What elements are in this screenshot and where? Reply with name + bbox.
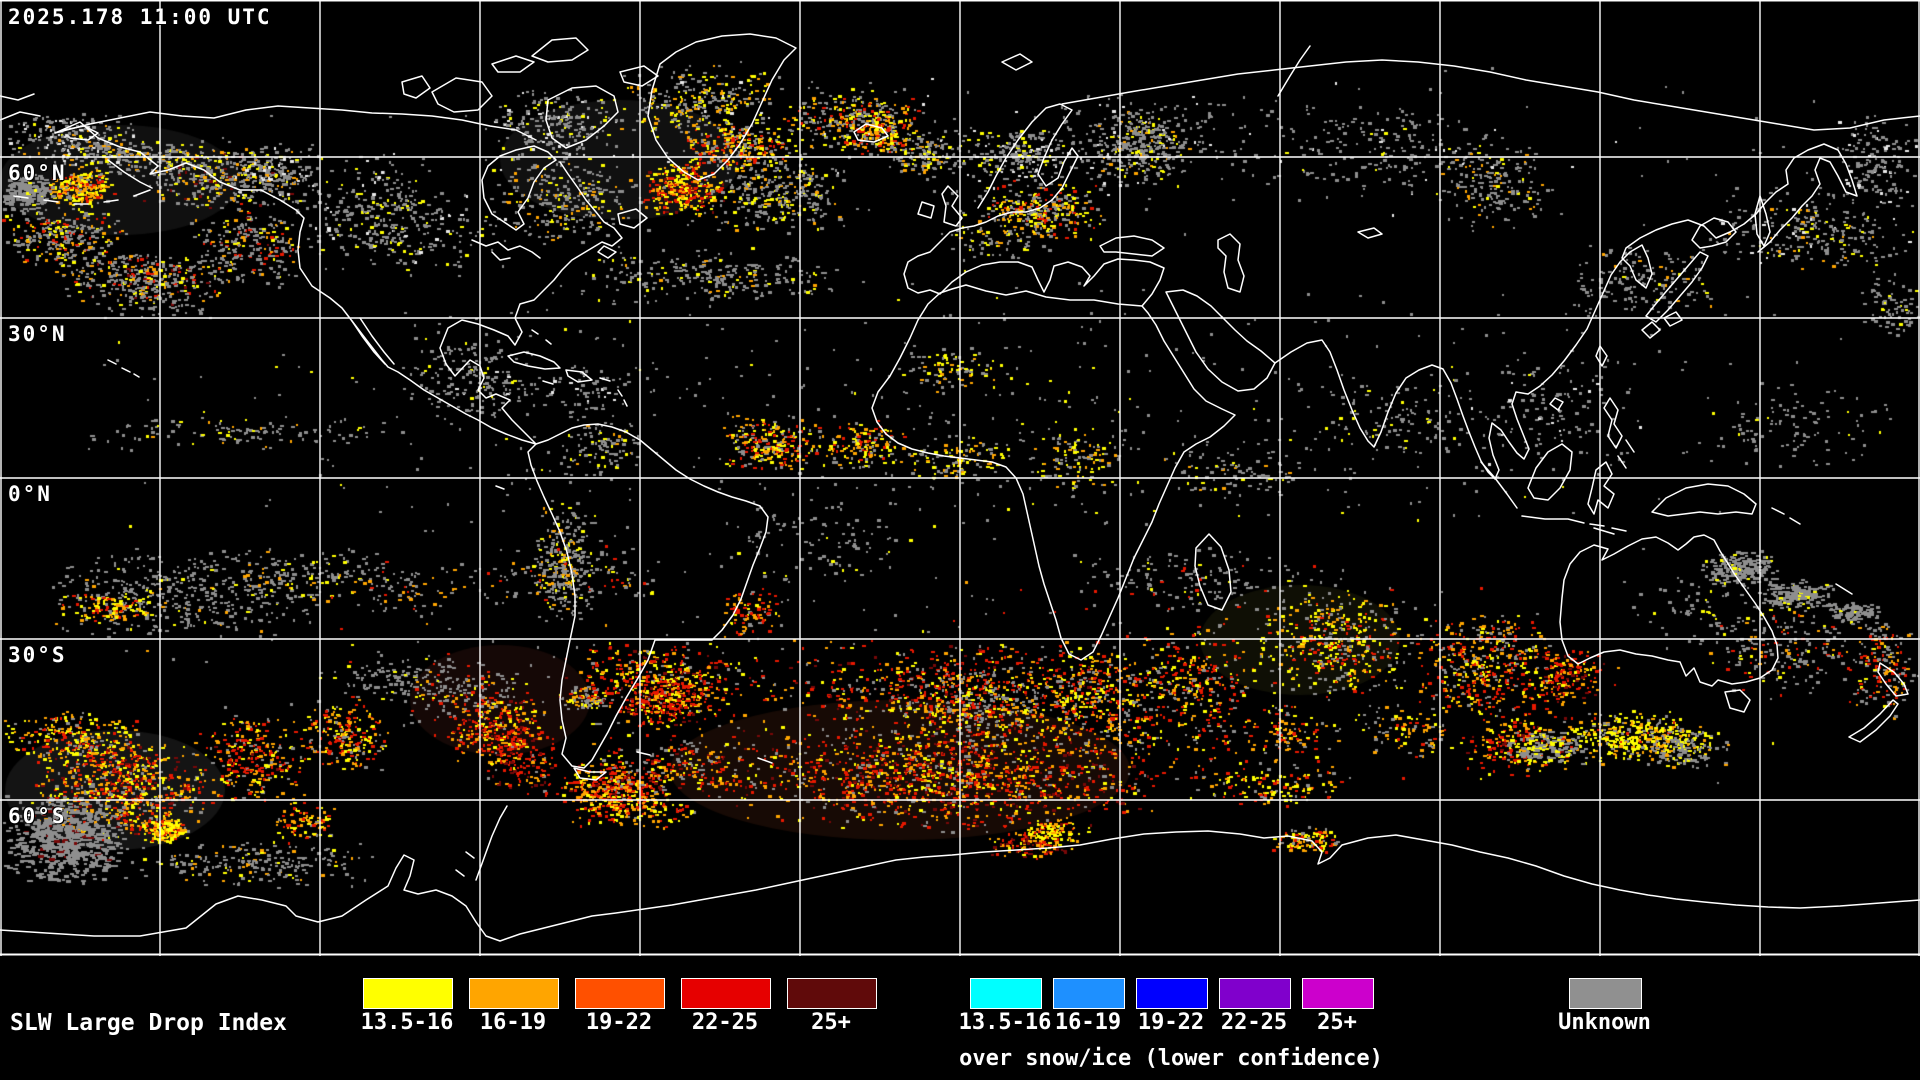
- iceland: [853, 123, 889, 143]
- legend-swatch: [1136, 978, 1208, 1009]
- coast-arabia: [1165, 289, 1276, 392]
- coast-south-asia: [1274, 339, 1530, 480]
- taiwan-hainan-philippines: [1549, 345, 1635, 469]
- latitude-label: 30°N: [8, 322, 67, 346]
- legend-swatch: [787, 978, 877, 1009]
- latitude-label: 60°N: [8, 161, 67, 185]
- new-zealand: [1848, 662, 1909, 743]
- tasmania: [1724, 689, 1751, 713]
- madagascar: [1194, 533, 1232, 611]
- graticule-grid: [0, 0, 1920, 956]
- coastlines: [0, 33, 1920, 942]
- legend-swatch: [1219, 978, 1291, 1009]
- antarctic-peninsula: [455, 805, 508, 881]
- legend-range-label: 19-22: [585, 1010, 653, 1035]
- coast-east-asia: [1527, 143, 1858, 395]
- legend-swatch: [970, 978, 1042, 1009]
- coast-hudson-bay: [481, 145, 557, 231]
- coast-north-america: [54, 121, 537, 445]
- legend-swatch: [469, 978, 559, 1009]
- legend-swatch-unknown: [1569, 978, 1642, 1009]
- latitude-label: 0°N: [8, 482, 52, 506]
- map-overlay: [0, 0, 1920, 956]
- latitude-label: 60°S: [8, 804, 67, 828]
- coast-europe: [903, 103, 1165, 307]
- legend-swatch: [1053, 978, 1125, 1009]
- seward-peninsula: [63, 125, 99, 141]
- legend-range-label: 19-22: [1137, 1010, 1205, 1035]
- caspian-sea: [1217, 227, 1383, 293]
- aleutian-islands: [13, 159, 153, 205]
- legend-range-label: 16-19: [1054, 1010, 1122, 1035]
- indonesia: [1480, 443, 1627, 535]
- hawaii: [107, 359, 140, 378]
- japan: [1641, 217, 1737, 339]
- arctic-islands: [401, 37, 659, 149]
- new-guinea: [1651, 483, 1853, 595]
- legend: SLW Large Drop Index 13.5-16 16-19 19-22 22…: [0, 956, 1920, 1080]
- legend-range-label: 13.5-16: [958, 1010, 1052, 1035]
- legend-range-label: 22-25: [1220, 1010, 1288, 1035]
- legend-range-label: 22-25: [691, 1010, 759, 1035]
- sakhalin: [1754, 195, 1771, 247]
- legend-unknown-label: Unknown: [1558, 1010, 1651, 1035]
- legend-snow-ice-caption: over snow/ice (lower confidence): [959, 1046, 1383, 1071]
- baja-california: [351, 317, 395, 365]
- great-lakes: [471, 239, 541, 261]
- legend-range-label: 25+: [811, 1010, 851, 1035]
- coast-gulf-eastcoast: [439, 161, 623, 445]
- legend-swatch: [681, 978, 771, 1009]
- coast-south-america-main: [527, 423, 769, 769]
- coast-antarctica: [0, 830, 1920, 942]
- world-map: 2025.178 11:00 UTC 60°N 30°N 0°N 30°S 60°S: [0, 0, 1920, 956]
- legend-swatch: [363, 978, 453, 1009]
- greenland: [647, 33, 797, 181]
- legend-swatch: [1302, 978, 1374, 1009]
- legend-range-label: 25+: [1317, 1010, 1357, 1035]
- legend-swatch: [575, 978, 665, 1009]
- british-isles: [917, 185, 963, 227]
- australia: [1559, 534, 1779, 687]
- legend-range-label: 13.5-16: [360, 1010, 454, 1035]
- coast-arctic-russia: [0, 59, 1920, 131]
- black-sea: [1099, 235, 1165, 257]
- legend-title: SLW Large Drop Index: [10, 1010, 287, 1036]
- legend-range-label: 16-19: [479, 1010, 547, 1035]
- tierra-del-fuego: [495, 485, 773, 781]
- caribbean-islands: [507, 329, 628, 407]
- latitude-label: 30°S: [8, 643, 67, 667]
- coast-africa: [871, 284, 1236, 661]
- timestamp: 2025.178 11:00 UTC: [8, 5, 272, 29]
- coast-arctic-canada: [54, 105, 537, 141]
- newfoundland: [597, 208, 648, 259]
